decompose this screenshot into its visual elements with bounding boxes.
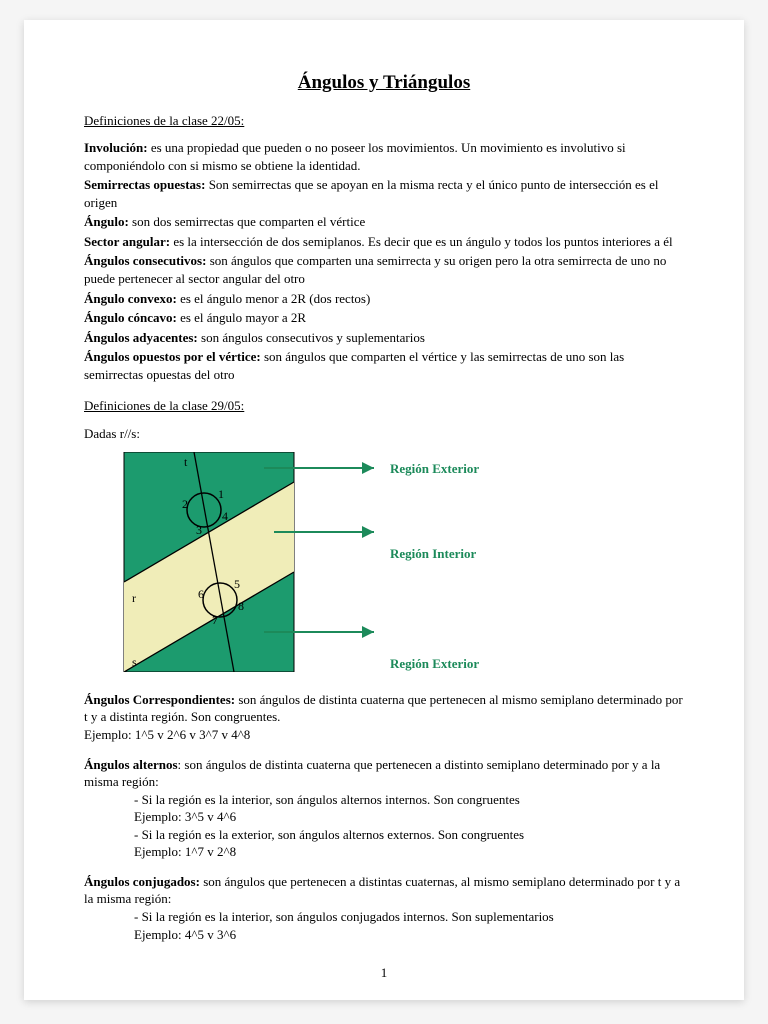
def-involucion: Involución: es una propiedad que pueden … <box>84 139 684 174</box>
term: Sector angular: <box>84 234 170 249</box>
svg-text:1: 1 <box>218 487 224 501</box>
term: Ángulos Correspondientes: <box>84 692 235 707</box>
given-text: Dadas r//s: <box>84 425 684 443</box>
example: Ejemplo: 4^5 v 3^6 <box>84 926 684 944</box>
svg-text:5: 5 <box>234 577 240 591</box>
label-interior: Región Interior <box>390 545 479 563</box>
svg-text:2: 2 <box>182 497 188 511</box>
svg-text:r: r <box>132 591 136 605</box>
example: Ejemplo: 1^5 v 2^6 v 3^7 v 4^8 <box>84 726 684 744</box>
def-opuestos: Ángulos opuestos por el vértice: son áng… <box>84 348 684 383</box>
body: son dos semirrectas que comparten el vér… <box>129 214 365 229</box>
term: Ángulos adyacentes: <box>84 330 198 345</box>
def-conjugados: Ángulos conjugados: son ángulos que pert… <box>84 873 684 943</box>
page-title: Ángulos y Triángulos <box>84 70 684 96</box>
def-sector: Sector angular: es la intersección de do… <box>84 233 684 251</box>
section-heading-2: Definiciones de la clase 29/05: <box>84 397 684 415</box>
term: Ángulos conjugados: <box>84 874 200 889</box>
def-correspondientes: Ángulos Correspondientes: son ángulos de… <box>84 691 684 744</box>
svg-text:3: 3 <box>196 523 202 537</box>
diagram-container: 12345678trs Región Exterior Región Inter… <box>84 452 684 677</box>
example: Ejemplo: 1^7 v 2^8 <box>84 843 684 861</box>
body: son ángulos consecutivos y suplementario… <box>198 330 425 345</box>
diagram-svg: 12345678trs <box>84 452 384 677</box>
def-concavo: Ángulo cóncavo: es el ángulo mayor a 2R <box>84 309 684 327</box>
def-adyacentes: Ángulos adyacentes: son ángulos consecut… <box>84 329 684 347</box>
example: Ejemplo: 3^5 v 4^6 <box>84 808 684 826</box>
diagram-labels: Región Exterior Región Interior Región E… <box>384 452 479 672</box>
term: Semirrectas opuestas: <box>84 177 205 192</box>
label-exterior-top: Región Exterior <box>390 460 479 478</box>
label-exterior-bottom: Región Exterior <box>390 655 479 673</box>
section-heading-1: Definiciones de la clase 22/05: <box>84 112 684 130</box>
term: Ángulos opuestos por el vértice: <box>84 349 261 364</box>
svg-text:s: s <box>132 655 137 669</box>
def-consecutivos: Ángulos consecutivos: son ángulos que co… <box>84 252 684 287</box>
term: Ángulo cóncavo: <box>84 310 177 325</box>
def-semirrectas: Semirrectas opuestas: Son semirrectas qu… <box>84 176 684 211</box>
body: es el ángulo menor a 2R (dos rectos) <box>177 291 371 306</box>
body: es el ángulo mayor a 2R <box>177 310 306 325</box>
term: Ángulos consecutivos: <box>84 253 206 268</box>
page-number: 1 <box>24 964 744 982</box>
def-alternos: Ángulos alternos: son ángulos de distint… <box>84 756 684 861</box>
document-page: Ángulos y Triángulos Definiciones de la … <box>24 20 744 1000</box>
body: es la intersección de dos semiplanos. Es… <box>170 234 673 249</box>
svg-text:8: 8 <box>238 599 244 613</box>
sub-exterior: - Si la región es la exterior, son ángul… <box>84 826 684 844</box>
sub-interior: - Si la región es la interior, son ángul… <box>84 791 684 809</box>
parallel-lines-diagram: 12345678trs <box>84 452 384 672</box>
def-convexo: Ángulo convexo: es el ángulo menor a 2R … <box>84 290 684 308</box>
term: Involución: <box>84 140 148 155</box>
svg-text:4: 4 <box>222 509 228 523</box>
term: Ángulo: <box>84 214 129 229</box>
svg-text:7: 7 <box>212 613 218 627</box>
body: es una propiedad que pueden o no poseer … <box>84 140 626 173</box>
svg-text:6: 6 <box>198 587 204 601</box>
sub-interior: - Si la región es la interior, son ángul… <box>84 908 684 926</box>
term: Ángulos alternos <box>84 757 178 772</box>
term: Ángulo convexo: <box>84 291 177 306</box>
def-angulo: Ángulo: son dos semirrectas que comparte… <box>84 213 684 231</box>
definitions-block-1: Involución: es una propiedad que pueden … <box>84 139 684 383</box>
